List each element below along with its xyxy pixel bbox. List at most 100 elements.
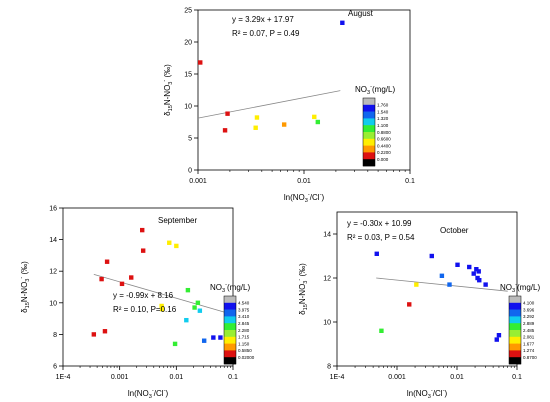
panel-1-legend-swatch bbox=[363, 138, 375, 146]
panel-3-legend-swatch bbox=[509, 316, 521, 324]
panel-2-data-point bbox=[99, 276, 104, 282]
panel-2-data-point bbox=[185, 287, 191, 293]
panel-2-data-point bbox=[197, 308, 203, 313]
panel-2-y-tick-label: 12 bbox=[49, 269, 57, 276]
panel-1-legend-frame bbox=[362, 97, 376, 167]
panel-3-legend-label: 2.081 bbox=[523, 335, 535, 340]
panel-3-data-point bbox=[414, 282, 419, 287]
panel-2-data-point bbox=[102, 329, 108, 334]
panel-3-x-tick-label: 0.01 bbox=[450, 374, 464, 381]
panel-1-fit-line bbox=[197, 90, 341, 119]
panel-2-legend-swatch bbox=[224, 296, 236, 304]
panel-1-legend-swatch bbox=[363, 132, 375, 140]
panel-3-data-point bbox=[455, 262, 460, 267]
panel-3-legend-label: 4.100 bbox=[523, 301, 535, 306]
panel-3-fit-line bbox=[376, 277, 508, 292]
panel-3-legend-swatch bbox=[509, 357, 521, 365]
panel-3-legend-label: 3.696 bbox=[523, 307, 535, 312]
panel-1-stats: R² = 0.07, P = 0.49 bbox=[232, 29, 300, 38]
panel-3-stats: R² = 0.03, P = 0.54 bbox=[347, 233, 415, 242]
panel-3-legend-title: NO3-(mg/L) bbox=[500, 282, 540, 294]
panel-1-legend-title: NO3-(mg/L) bbox=[355, 84, 395, 96]
panel-3-data-point bbox=[447, 282, 452, 287]
panel-2-y-tick-label: 10 bbox=[49, 300, 57, 307]
panel-3-legend-swatch bbox=[509, 330, 521, 338]
panel-2-legend-swatch bbox=[224, 330, 236, 338]
panel-1-y-axis-label: δ15N-NO3- (‰) bbox=[162, 64, 174, 116]
panel-3-legend-label: 1.274 bbox=[523, 348, 535, 353]
panel-2-legend-label: 4.540 bbox=[238, 301, 250, 306]
panel-2-x-axis-label: ln(NO3-/Cl-) bbox=[128, 388, 169, 400]
panel-1-x-tick-label: 0.001 bbox=[189, 178, 207, 185]
panel-3-data-point bbox=[374, 251, 379, 256]
panel-2-data-point bbox=[201, 338, 207, 343]
panel-2-data-point bbox=[104, 259, 110, 264]
panel-1-legend-label: 1.540 bbox=[377, 109, 389, 114]
panel-1-legend-label: 0.8800 bbox=[377, 130, 391, 135]
panel-1-data-point bbox=[222, 128, 228, 133]
panel-3-data-point bbox=[439, 273, 445, 278]
panel-2-data-point bbox=[172, 341, 178, 347]
panel-2-data-point bbox=[211, 335, 216, 340]
panel-3-legend-label: 1.677 bbox=[523, 341, 535, 346]
panel-1-data-point bbox=[312, 114, 317, 120]
panel-3-y-tick-label: 8 bbox=[327, 364, 331, 371]
panel-2-y-tick-label: 14 bbox=[49, 237, 57, 244]
panel-1-legend-label: 0.6600 bbox=[377, 137, 391, 142]
panel-2-legend-swatch bbox=[224, 302, 236, 310]
panel-2-x-tick-label: 0.1 bbox=[228, 374, 238, 381]
panel-2-data-point bbox=[174, 243, 179, 249]
panel-1-y-tick-label: 20 bbox=[184, 40, 192, 47]
panel-2-y-axis-label: δ15N-NO3- (‰) bbox=[19, 261, 31, 313]
panel-3-legend-swatch bbox=[509, 302, 521, 310]
panel-1-y-tick-label: 15 bbox=[184, 72, 192, 79]
panel-1-data-point bbox=[198, 60, 203, 65]
panel-3-legend-label: 2.485 bbox=[523, 328, 535, 333]
panel-1-data-point bbox=[315, 119, 321, 125]
panel-1-legend-swatch bbox=[363, 145, 375, 153]
panel-1-data-point bbox=[340, 20, 345, 25]
panel-3-legend-swatch bbox=[509, 296, 521, 304]
panel-2-stats: R² = 0.10, P=0.16 bbox=[113, 305, 177, 314]
panel-2-data-point bbox=[195, 300, 201, 305]
panel-2-data-point bbox=[91, 332, 97, 337]
panel-1-x-axis-label: ln(NO3-/Cl-) bbox=[284, 192, 325, 204]
panel-1-y-tick-label: 25 bbox=[184, 8, 192, 15]
panel-3-data-point bbox=[474, 267, 479, 272]
panel-2-data-point bbox=[159, 306, 165, 312]
panel-2-legend-frame bbox=[223, 295, 237, 365]
panel-1-legend-swatch bbox=[363, 111, 375, 119]
panel-2-legend-title: NO3-(mg/L) bbox=[210, 282, 250, 294]
panel-2-legend-label: 3.410 bbox=[238, 314, 250, 319]
panel-3-data-point bbox=[496, 333, 502, 338]
panel-2-data-point bbox=[140, 227, 145, 233]
panel-3-legend-swatch bbox=[509, 336, 521, 344]
panel-1-legend-swatch bbox=[363, 118, 375, 126]
panel-3-data-point bbox=[467, 264, 472, 270]
panel-1-x-tick-label: 0.01 bbox=[297, 178, 311, 185]
panel-1-legend-swatch bbox=[363, 152, 375, 160]
panel-2-y-tick-label: 16 bbox=[49, 206, 57, 213]
panel-1-data-point bbox=[281, 122, 287, 127]
panel-1-legend-swatch bbox=[363, 125, 375, 133]
panel-2-legend-label: 1.150 bbox=[238, 341, 250, 346]
panel-2-legend-swatch bbox=[224, 323, 236, 331]
panel-2-data-point bbox=[192, 305, 197, 310]
panel-2-x-tick-label: 1E-4 bbox=[56, 374, 71, 381]
panel-1-legend-label: 0.4400 bbox=[377, 143, 391, 148]
panel-1-legend-label: 1.100 bbox=[377, 123, 389, 128]
panel-1-y-tick-label: 10 bbox=[184, 104, 192, 111]
panel-2-legend-swatch bbox=[224, 336, 236, 344]
panel-2-legend-label: 2.845 bbox=[238, 321, 250, 326]
panel-3-data-point bbox=[471, 271, 476, 276]
panel-3-legend-swatch bbox=[509, 343, 521, 351]
panel-1-data-point bbox=[225, 111, 230, 116]
panel-2-legend-swatch bbox=[224, 309, 236, 317]
panel-1-legend-label: 0.000 bbox=[377, 157, 389, 162]
panel-3-legend-swatch bbox=[509, 323, 521, 331]
panel-3-legend-label: 0.8700 bbox=[523, 355, 537, 360]
panel-2-data-point bbox=[129, 275, 134, 280]
panel-1-legend-label: 1.320 bbox=[377, 116, 389, 121]
